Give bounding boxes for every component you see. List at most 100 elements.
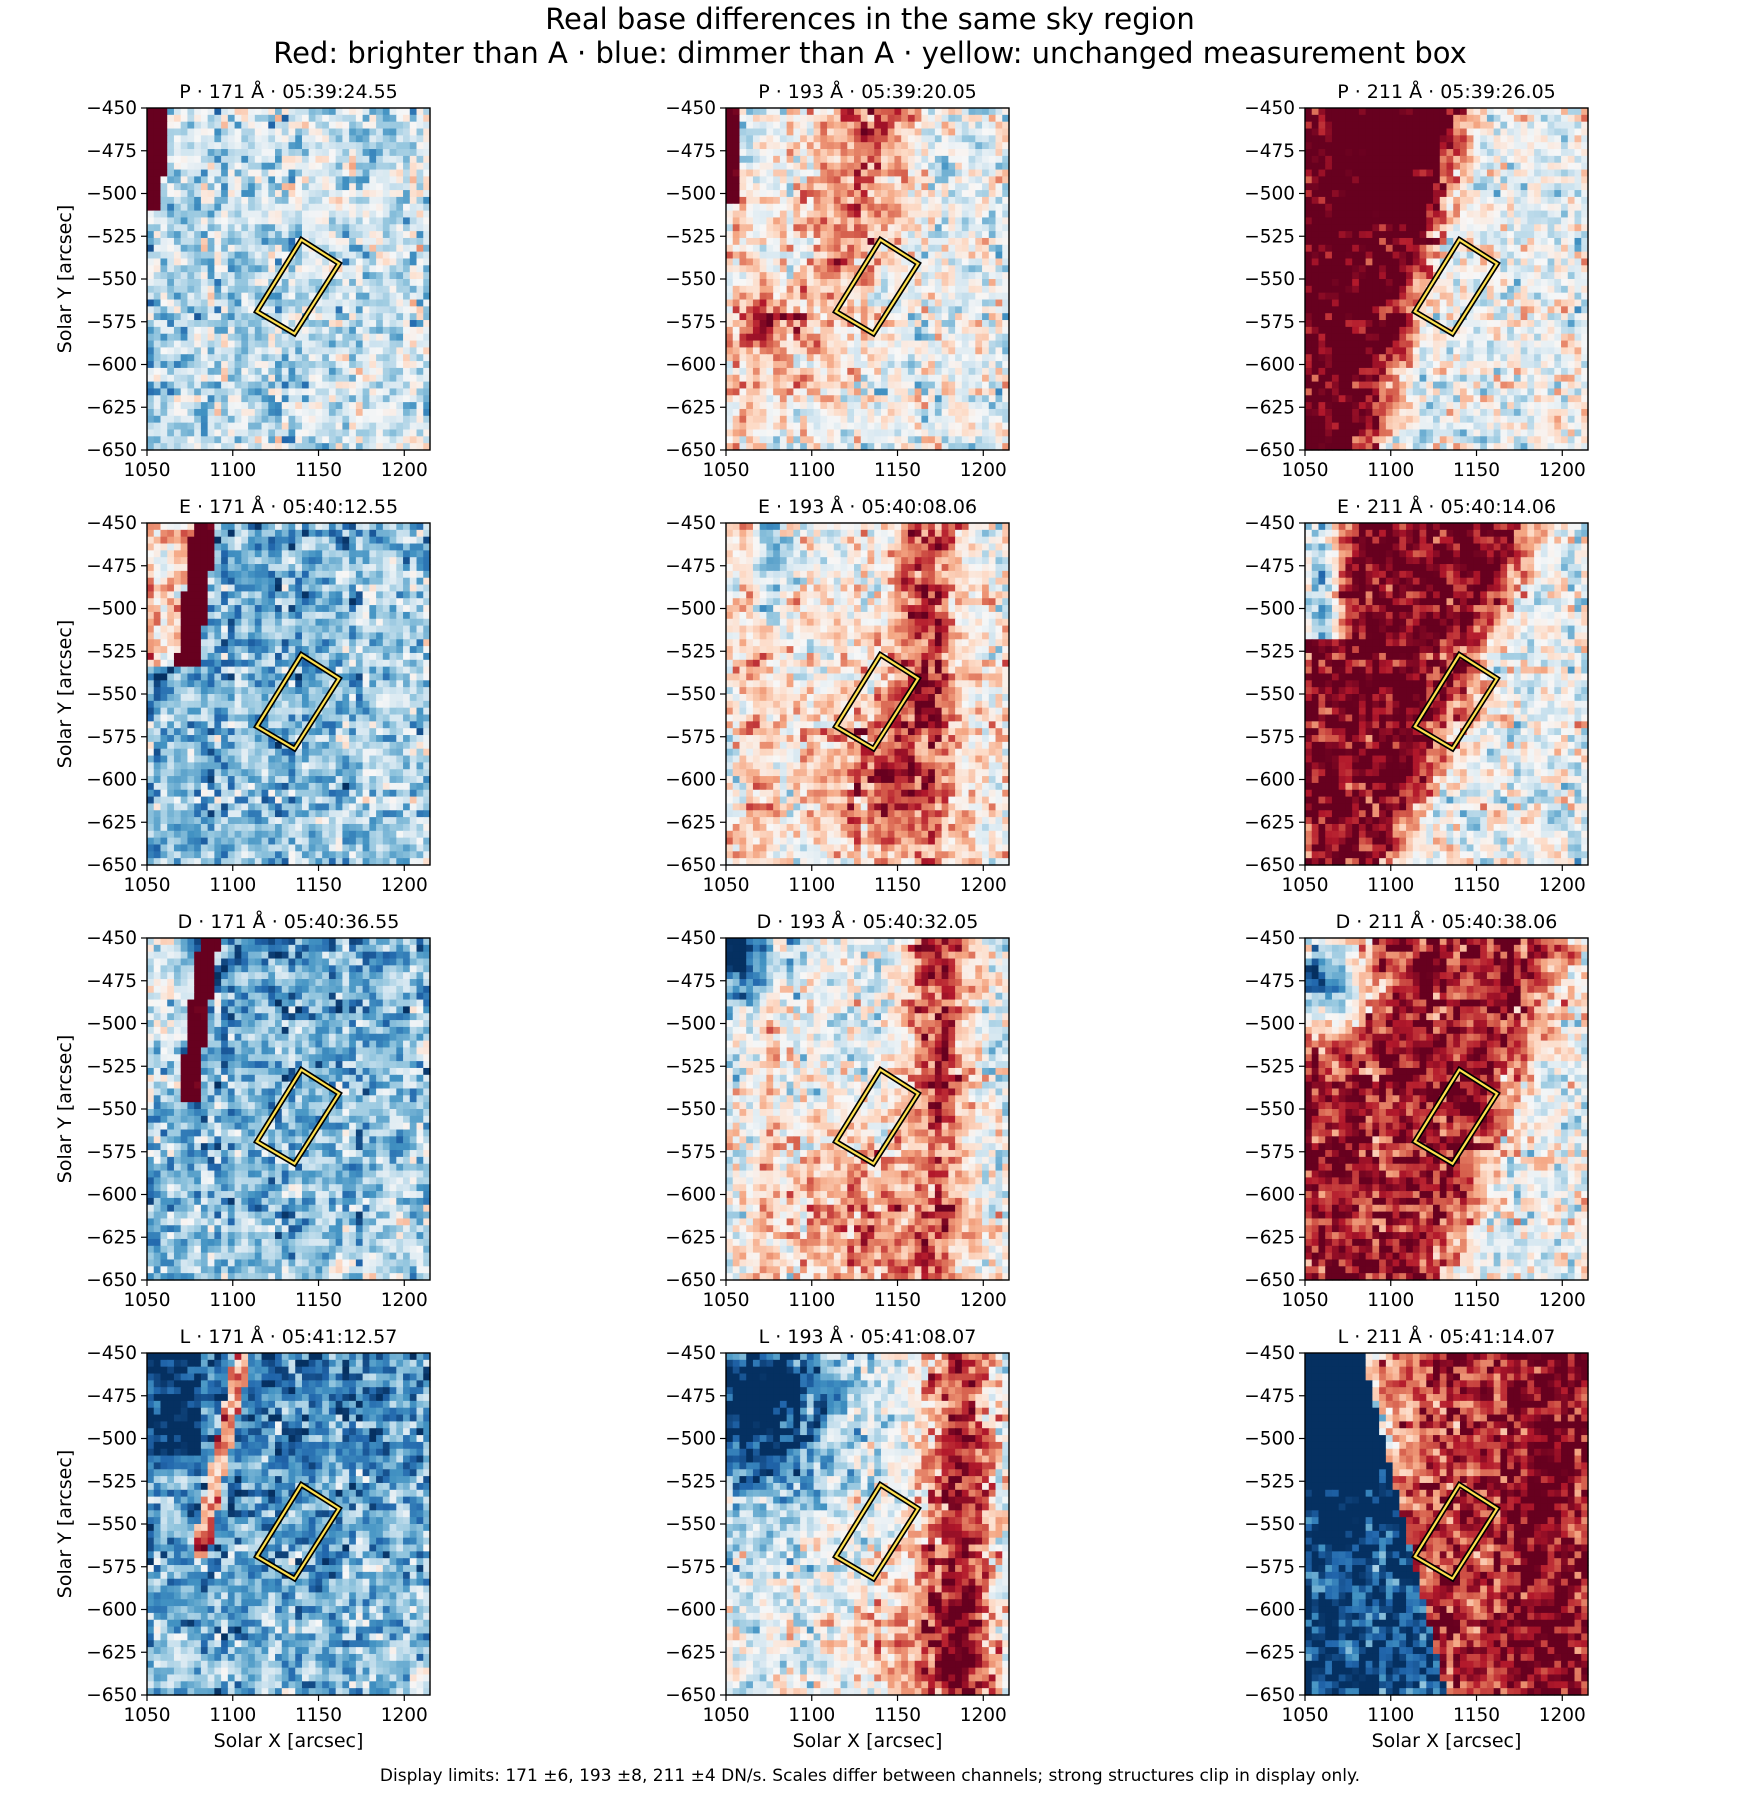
heatmap-cell <box>942 224 949 231</box>
heatmap-cell <box>363 245 370 252</box>
heatmap-cell <box>733 129 740 136</box>
heatmap-cell <box>760 272 767 279</box>
heatmap-cell <box>807 313 814 320</box>
heatmap-cell <box>874 416 881 423</box>
heatmap-cell <box>410 320 417 327</box>
heatmap-cell <box>814 300 821 307</box>
heatmap-cell <box>935 258 942 265</box>
heatmap-cell <box>787 265 794 272</box>
heatmap-cell <box>1366 129 1373 136</box>
heatmap-cell <box>315 306 322 313</box>
heatmap-cell <box>255 245 262 252</box>
heatmap-cell <box>948 375 955 382</box>
heatmap-cell <box>1500 217 1507 224</box>
heatmap-cell <box>773 149 780 156</box>
heatmap-cell <box>221 190 228 197</box>
heatmap-cell <box>417 224 424 231</box>
heatmap-cell <box>342 176 349 183</box>
heatmap-cell <box>814 286 821 293</box>
heatmap-cell <box>154 293 161 300</box>
heatmap-cell <box>874 286 881 293</box>
heatmap-cell <box>302 224 309 231</box>
heatmap-cell <box>982 245 989 252</box>
heatmap-cell <box>289 361 296 368</box>
heatmap-cell <box>975 217 982 224</box>
heatmap-cell <box>1568 204 1575 211</box>
heatmap-cell <box>1568 211 1575 218</box>
heatmap-cell <box>787 354 794 361</box>
heatmap-cell <box>989 115 996 122</box>
heatmap-cell <box>800 217 807 224</box>
heatmap-cell <box>342 156 349 163</box>
heatmap-cell <box>1453 115 1460 122</box>
heatmap-cell <box>800 163 807 170</box>
heatmap-cell <box>793 272 800 279</box>
heatmap-cell <box>948 156 955 163</box>
heatmap-cell <box>417 402 424 409</box>
heatmap-cell <box>235 382 242 389</box>
heatmap-cell <box>235 245 242 252</box>
heatmap-cell <box>289 142 296 149</box>
heatmap-cell <box>228 423 235 430</box>
heatmap-cell <box>1318 163 1325 170</box>
heatmap-cell <box>356 436 363 443</box>
heatmap-cell <box>1527 135 1534 142</box>
heatmap-cell <box>1413 122 1420 129</box>
heatmap-cell <box>827 211 834 218</box>
heatmap-cell <box>807 402 814 409</box>
heatmap-cell <box>147 286 154 293</box>
heatmap-cell <box>289 388 296 395</box>
heatmap-cell <box>868 115 875 122</box>
heatmap-cell <box>181 224 188 231</box>
heatmap-cell <box>342 197 349 204</box>
heatmap-cell <box>181 382 188 389</box>
heatmap-cell <box>349 265 356 272</box>
heatmap-cell <box>881 368 888 375</box>
heatmap-cell <box>746 347 753 354</box>
heatmap-cell <box>194 135 201 142</box>
heatmap-cell <box>214 156 221 163</box>
heatmap-cell <box>935 156 942 163</box>
heatmap-cell <box>342 224 349 231</box>
heatmap-cell <box>982 375 989 382</box>
heatmap-cell <box>1332 149 1339 156</box>
heatmap-cell <box>282 245 289 252</box>
heatmap-cell <box>820 135 827 142</box>
heatmap-cell <box>820 238 827 245</box>
heatmap-cell <box>241 258 248 265</box>
heatmap-cell <box>908 183 915 190</box>
heatmap-cell <box>410 183 417 190</box>
heatmap-cell <box>289 265 296 272</box>
heatmap-cell <box>1352 197 1359 204</box>
heatmap-cell <box>356 156 363 163</box>
heatmap-cell <box>780 258 787 265</box>
heatmap-cell <box>908 156 915 163</box>
heatmap-cell <box>807 190 814 197</box>
heatmap-cell <box>847 361 854 368</box>
heatmap-cell <box>921 382 928 389</box>
heatmap-cell <box>888 149 895 156</box>
heatmap-cell <box>336 402 343 409</box>
heatmap-cell <box>928 163 935 170</box>
heatmap-cell <box>235 395 242 402</box>
heatmap-cell <box>989 347 996 354</box>
heatmap-cell <box>834 327 841 334</box>
heatmap-cell <box>841 423 848 430</box>
heatmap-cell <box>369 149 376 156</box>
heatmap-cell <box>1366 217 1373 224</box>
heatmap-cell <box>248 252 255 259</box>
heatmap-cell <box>861 142 868 149</box>
heatmap-cell <box>820 190 827 197</box>
heatmap-cell <box>800 170 807 177</box>
heatmap-cell <box>908 190 915 197</box>
heatmap-cell <box>181 293 188 300</box>
heatmap-cell <box>800 176 807 183</box>
heatmap-cell <box>248 217 255 224</box>
heatmap-cell <box>766 347 773 354</box>
heatmap-cell <box>417 361 424 368</box>
heatmap-cell <box>760 361 767 368</box>
heatmap-cell <box>1534 190 1541 197</box>
heatmap-cell <box>888 135 895 142</box>
heatmap-cell <box>962 183 969 190</box>
heatmap-cell <box>820 204 827 211</box>
